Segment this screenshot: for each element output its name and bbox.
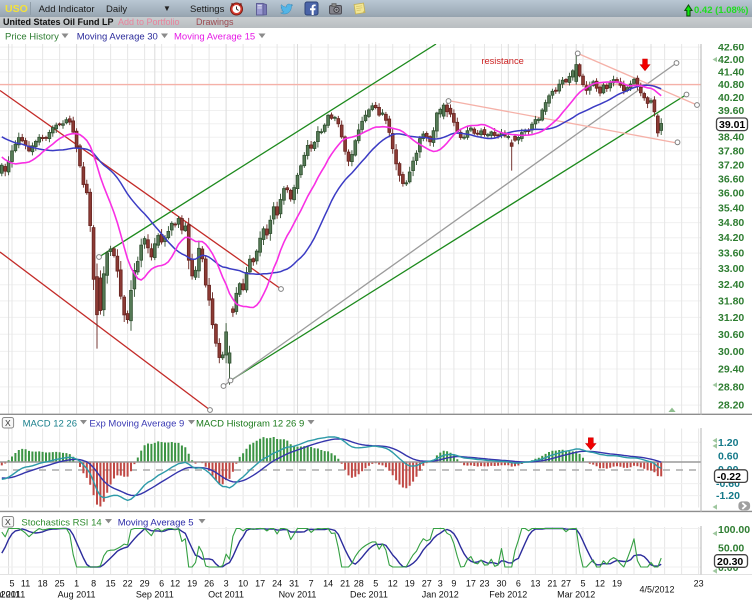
svg-text:29: 29 (140, 579, 150, 589)
svg-text:37.20: 37.20 (718, 159, 744, 171)
svg-text:Feb 2012: Feb 2012 (489, 590, 527, 600)
svg-text:9: 9 (451, 579, 456, 589)
svg-text:MACD Histogram 12 26 9: MACD Histogram 12 26 9 (196, 418, 304, 429)
svg-text:7: 7 (309, 579, 314, 589)
svg-text:3: 3 (224, 579, 229, 589)
svg-text:6: 6 (159, 579, 164, 589)
svg-text:Jan 2012: Jan 2012 (422, 590, 459, 600)
svg-text:19: 19 (187, 579, 197, 589)
svg-text:21: 21 (547, 579, 557, 589)
svg-text:12: 12 (595, 579, 605, 589)
svg-text:Moving Average 30: Moving Average 30 (77, 32, 158, 43)
svg-text:40.20: 40.20 (718, 92, 744, 104)
svg-text:25: 25 (55, 579, 65, 589)
svg-text:11: 11 (21, 579, 30, 589)
svg-text:15: 15 (106, 579, 116, 589)
svg-text:5: 5 (9, 579, 14, 589)
svg-text:42.60: 42.60 (718, 44, 744, 54)
svg-text:30: 30 (496, 579, 506, 589)
svg-text:28: 28 (354, 579, 364, 589)
svg-text:12: 12 (170, 579, 180, 589)
svg-text:Dec 2011: Dec 2011 (350, 590, 388, 600)
svg-text:19: 19 (612, 579, 622, 589)
svg-text:10: 10 (238, 579, 248, 589)
svg-text:30.00: 30.00 (718, 346, 744, 358)
svg-text:3: 3 (438, 579, 443, 589)
svg-text:31.80: 31.80 (718, 295, 744, 307)
svg-text:100.00: 100.00 (718, 524, 750, 536)
svg-text:50.00: 50.00 (718, 543, 744, 555)
svg-text:20.30: 20.30 (717, 556, 743, 568)
svg-text:1.20: 1.20 (718, 437, 739, 449)
svg-text:13: 13 (530, 579, 540, 589)
svg-text:26: 26 (204, 579, 214, 589)
svg-text:Mar 2012: Mar 2012 (557, 590, 595, 600)
svg-text:-0.22: -0.22 (717, 471, 741, 483)
svg-text:Exp Moving Average 9: Exp Moving Average 9 (89, 418, 184, 429)
svg-text:X: X (5, 418, 11, 428)
svg-text:22: 22 (123, 579, 133, 589)
svg-text:Moving Average 5: Moving Average 5 (118, 517, 194, 528)
svg-text:-1.20: -1.20 (716, 490, 740, 502)
svg-text:MACD 12 26: MACD 12 26 (23, 418, 77, 429)
svg-text:27: 27 (422, 579, 432, 589)
svg-text:23: 23 (694, 579, 704, 589)
svg-text:34.20: 34.20 (718, 232, 744, 244)
svg-text:Price History: Price History (5, 32, 59, 43)
svg-text:33.60: 33.60 (718, 248, 744, 260)
svg-text:Jul 2011: Jul 2011 (0, 590, 25, 600)
svg-text:36.60: 36.60 (718, 173, 744, 185)
svg-text:33.00: 33.00 (718, 263, 744, 275)
svg-text:30.60: 30.60 (718, 329, 744, 341)
svg-text:24: 24 (272, 579, 282, 589)
svg-text:28.20: 28.20 (718, 400, 744, 412)
svg-text:42.00: 42.00 (718, 54, 744, 66)
svg-text:resistance: resistance (481, 56, 523, 66)
svg-text:6: 6 (516, 579, 521, 589)
svg-text:17: 17 (255, 579, 265, 589)
svg-text:14: 14 (323, 579, 333, 589)
svg-text:Stochastics RSI 14: Stochastics RSI 14 (21, 517, 101, 528)
svg-text:Nov 2011: Nov 2011 (279, 590, 317, 600)
svg-text:23: 23 (479, 579, 489, 589)
svg-text:Moving Average 15: Moving Average 15 (174, 32, 255, 43)
svg-text:39.60: 39.60 (718, 105, 744, 117)
svg-text:1: 1 (74, 579, 79, 589)
svg-text:19: 19 (405, 579, 415, 589)
svg-text:28.80: 28.80 (718, 381, 744, 393)
svg-text:X: X (5, 517, 11, 527)
svg-text:32.40: 32.40 (718, 279, 744, 291)
svg-text:4/5/2012: 4/5/2012 (639, 585, 674, 595)
svg-text:36.00: 36.00 (718, 188, 744, 200)
svg-text:8: 8 (91, 579, 96, 589)
svg-text:Jun 2011: Jun 2011 (0, 590, 20, 600)
svg-text:39.01: 39.01 (719, 119, 745, 131)
svg-text:Sep 2011: Sep 2011 (136, 590, 174, 600)
svg-text:38.40: 38.40 (718, 132, 744, 144)
svg-text:35.40: 35.40 (718, 202, 744, 214)
svg-text:27: 27 (561, 579, 571, 589)
svg-text:37.80: 37.80 (718, 145, 744, 157)
svg-text:5: 5 (580, 579, 585, 589)
svg-text:31: 31 (289, 579, 299, 589)
svg-text:31.20: 31.20 (718, 312, 744, 324)
svg-text:41.40: 41.40 (718, 66, 744, 78)
svg-text:29.40: 29.40 (718, 364, 744, 376)
svg-text:18: 18 (38, 579, 48, 589)
svg-text:5: 5 (373, 579, 378, 589)
svg-text:12: 12 (388, 579, 398, 589)
svg-text:34.80: 34.80 (718, 217, 744, 229)
svg-text:Aug 2011: Aug 2011 (58, 590, 96, 600)
svg-text:0.60: 0.60 (718, 450, 739, 462)
svg-text:21: 21 (340, 579, 350, 589)
svg-text:40.80: 40.80 (718, 79, 744, 91)
svg-text:17: 17 (466, 579, 476, 589)
svg-text:Oct 2011: Oct 2011 (208, 590, 244, 600)
